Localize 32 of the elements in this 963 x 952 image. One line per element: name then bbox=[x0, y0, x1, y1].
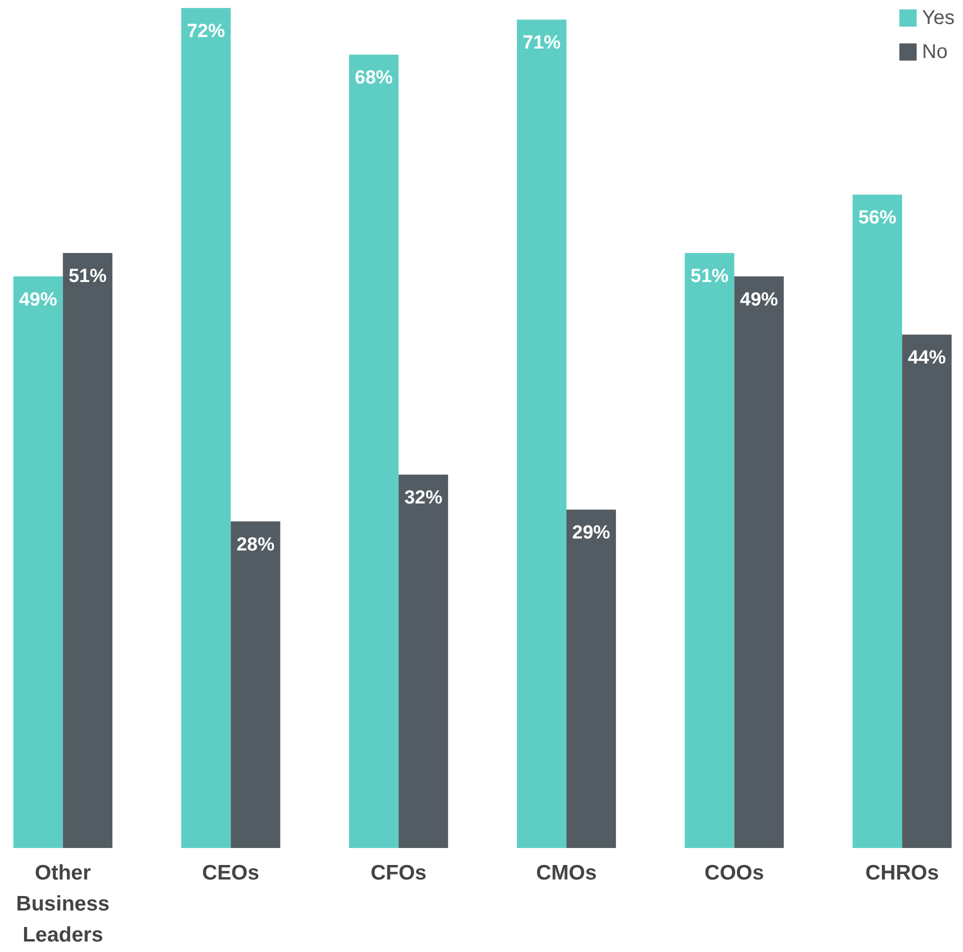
data-label: 49% bbox=[740, 289, 778, 310]
data-label: 29% bbox=[572, 522, 610, 544]
bar bbox=[349, 54, 399, 848]
data-label: 32% bbox=[404, 488, 442, 509]
data-label: 44% bbox=[908, 348, 946, 369]
data-label: 68% bbox=[354, 68, 393, 89]
data-label: 51% bbox=[690, 266, 729, 287]
data-label: 71% bbox=[522, 32, 561, 54]
x-tick-label: CFOs bbox=[370, 862, 427, 884]
x-tick-label: Other Business Leaders bbox=[16, 862, 110, 946]
data-label: 28% bbox=[236, 534, 275, 556]
bar bbox=[516, 20, 566, 848]
x-tick-label: CHROs bbox=[865, 862, 939, 884]
bar bbox=[566, 510, 616, 848]
data-label: 72% bbox=[186, 21, 226, 42]
legend-label: No bbox=[922, 41, 948, 63]
bar bbox=[62, 253, 112, 848]
data-label: 51% bbox=[68, 266, 107, 287]
bar bbox=[181, 8, 231, 848]
x-tick-label: CEOs bbox=[202, 862, 260, 884]
bar bbox=[398, 474, 448, 848]
x-tick-label: COOs bbox=[704, 862, 764, 884]
bar bbox=[734, 276, 784, 848]
legend-label: Yes bbox=[922, 7, 955, 29]
bar bbox=[902, 334, 952, 848]
data-label: 56% bbox=[858, 208, 896, 229]
data-label: 49% bbox=[19, 289, 58, 310]
bar bbox=[230, 521, 280, 848]
bar bbox=[13, 276, 63, 848]
bar bbox=[684, 253, 734, 848]
bar bbox=[852, 194, 902, 848]
x-tick-label: CMOs bbox=[536, 862, 597, 884]
